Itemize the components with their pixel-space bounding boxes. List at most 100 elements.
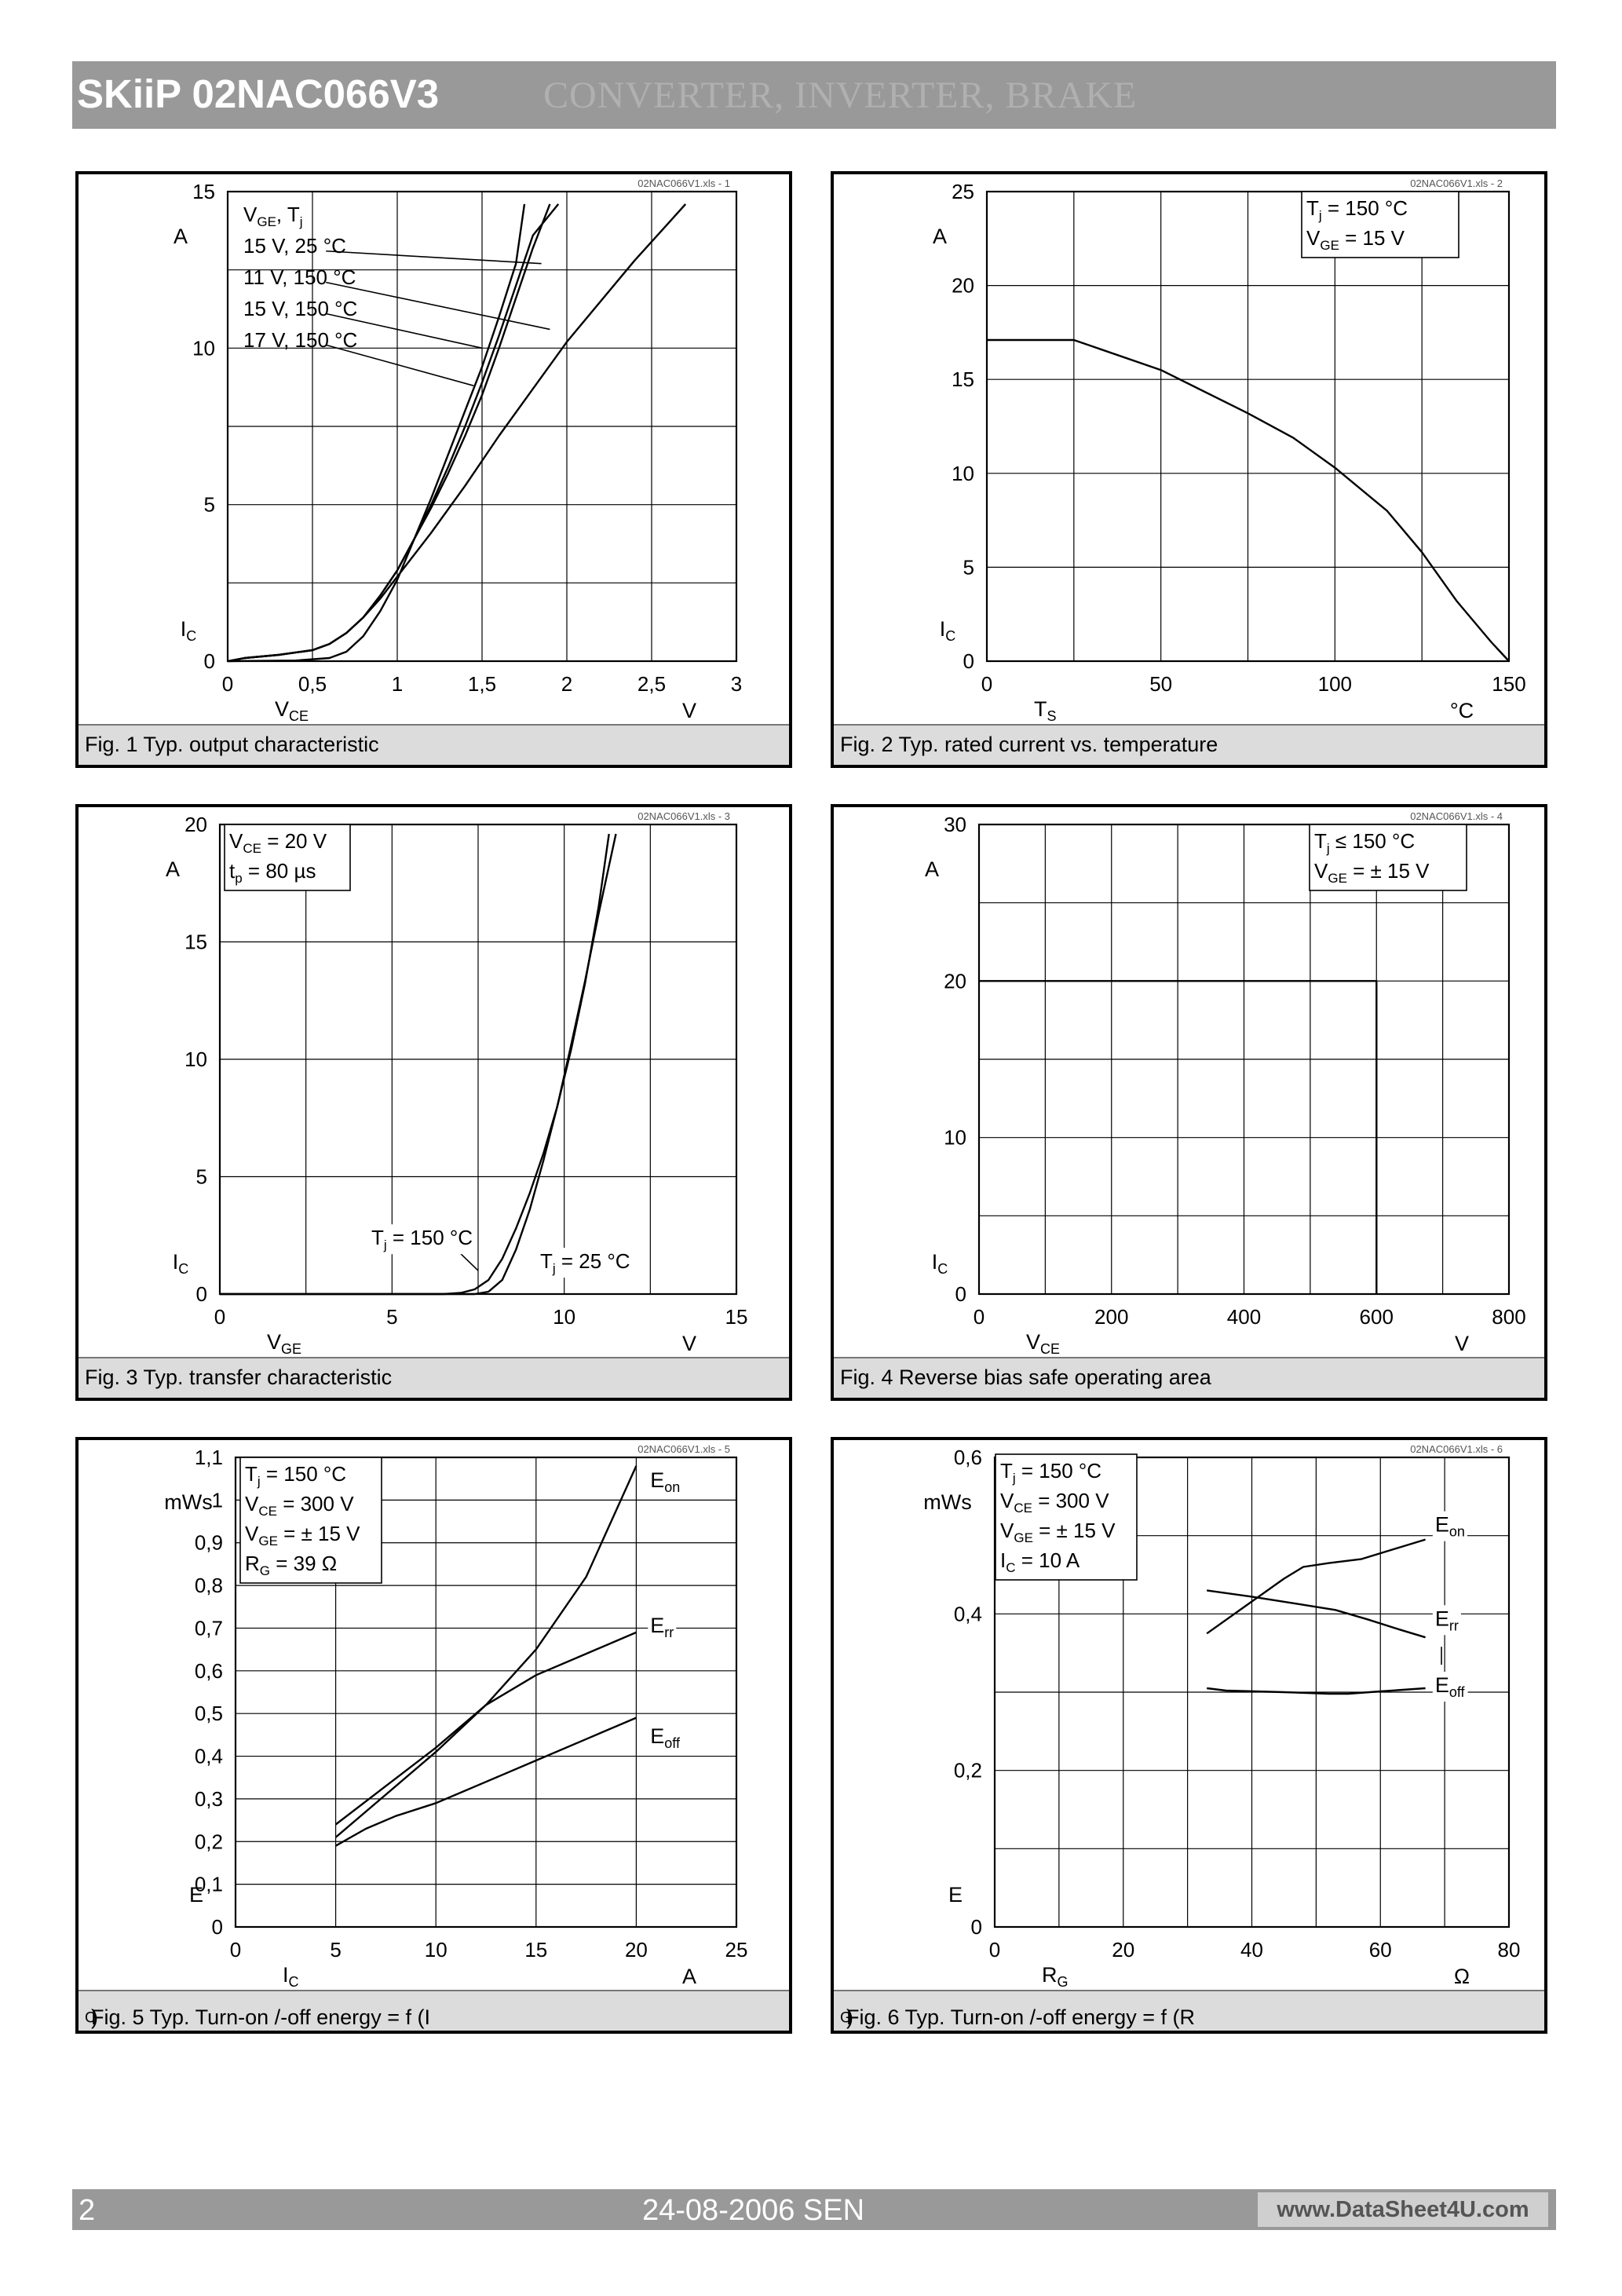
file-reference: 02NAC066V1.xls - 4: [1410, 810, 1503, 822]
x-tick-label: 0: [230, 1938, 241, 1961]
footer-bar: 2 24-08-2006 SEN www.DataSheet4U.com: [72, 2189, 1556, 2230]
y-tick-label: 20: [944, 969, 966, 993]
plot-frame: [977, 823, 1511, 1296]
legend-entry: RG = 39 Ω: [245, 1552, 337, 1578]
y-tick-label: 0: [963, 649, 974, 673]
x-tick-label: 10: [553, 1305, 575, 1329]
series-line-3: [1207, 1687, 1426, 1695]
y-tick-label: 10: [192, 336, 215, 360]
legend-entry: VGE = ± 15 V: [245, 1522, 360, 1548]
y-tick-label: 10: [952, 462, 974, 485]
x-axis-unit: V: [1455, 1332, 1469, 1355]
y-tick-label: 25: [952, 180, 974, 203]
figure-6-caption: Fig. 6 Typ. Turn-on /-off energy = f (R G…: [834, 1990, 1544, 2031]
x-tick-label: 0: [974, 1305, 985, 1329]
figure-5-panel: 02NAC066V1.xls - 5 0 5 10 15 20 25 0 0,1 0,2 0,3 0,…: [75, 1437, 792, 2034]
legend-entry: Tj = 150 °C: [1000, 1459, 1101, 1486]
x-tick-label: 2: [561, 672, 572, 696]
legend-entry: VGE, Tj: [243, 203, 303, 229]
footer-date: 24-08-2006 SEN: [642, 2194, 865, 2227]
y-axis-label: IC: [181, 617, 197, 644]
series-label-background: [1432, 1511, 1467, 1541]
plot-frame: [226, 190, 738, 663]
x-tick-label: 0: [214, 1305, 225, 1329]
legend-entry: IC = 10 A: [1000, 1548, 1080, 1575]
y-axis-unit: mWs: [164, 1490, 212, 1514]
legend-entry: 11 V, 150 °C: [243, 265, 356, 289]
x-tick-label: 5: [386, 1305, 397, 1329]
y-tick-label: 0: [212, 1915, 223, 1939]
figure-6-chart: 02NAC066V1.xls - 6 0 20 40 60 80 0 0,2 0,4 0,6 RG Ω…: [923, 1443, 1521, 1990]
file-reference: 02NAC066V1.xls - 1: [637, 177, 730, 189]
figure-1-caption-text: Fig. 1 Typ. output characteristic: [85, 733, 379, 756]
figure-4-chart: 02NAC066V1.xls - 4 0 200 400 600 800 0 10 20 30 VC…: [925, 810, 1526, 1357]
legend-entry: 17 V, 150 °C: [243, 328, 357, 352]
x-axis-unit: Ω: [1454, 1965, 1470, 1988]
legend-entry: VGE = ± 15 V: [1000, 1519, 1116, 1545]
y-tick-label: 0: [971, 1915, 982, 1939]
legend-entry: Tj = 150 °C: [1306, 196, 1408, 223]
page-title: SKiiP 02NAC066V3: [77, 71, 440, 116]
y-tick-label: 0,6: [954, 1446, 982, 1469]
figure-4-caption: Fig. 4 Reverse bias safe operating area: [834, 1357, 1544, 1398]
series-label-background: [1432, 1672, 1468, 1702]
series-label-background: [648, 1723, 683, 1753]
y-tick-label: 1: [212, 1488, 223, 1512]
y-axis-unit: A: [174, 225, 188, 248]
x-tick-label: 60: [1369, 1938, 1392, 1961]
y-tick-label: 0,3: [195, 1787, 223, 1811]
x-tick-label: 10: [425, 1938, 448, 1961]
header-ghost-text: CONVERTER, INVERTER, BRAKE: [543, 75, 1138, 116]
x-tick-label: 80: [1498, 1938, 1521, 1961]
series-label-background: [648, 1611, 677, 1642]
figure-1-panel: 02NAC066V1.xls - 1 0 0,5 1 1,5 2 2,5 3 0 5 10 15 VCE…: [75, 171, 792, 768]
y-tick-label: 0: [196, 1282, 207, 1306]
plot-frame: [985, 190, 1511, 663]
legend-entry: VCE = 20 V: [229, 829, 327, 856]
legend-entry: Tj ≤ 150 °C: [1314, 829, 1415, 856]
series-label: Eoff: [650, 1724, 681, 1751]
figure-2-caption: Fig. 2 Typ. rated current vs. temperatur…: [834, 724, 1544, 765]
x-tick-label: 1: [392, 672, 403, 696]
figure-5-caption-sub: C: [85, 2009, 96, 2027]
plot-frame: [234, 1456, 738, 1929]
annotation-background: [370, 1224, 475, 1255]
x-axis-label: VGE: [267, 1330, 301, 1357]
figure-5-caption-end: ): [91, 2005, 98, 2029]
y-axis-unit: A: [933, 225, 947, 248]
figure-5-caption-text: Fig. 5 Typ. Turn-on /-off energy = f (I C…: [85, 1998, 430, 2029]
y-tick-label: 10: [944, 1126, 966, 1150]
legend-box: [1309, 824, 1467, 891]
x-tick-label: 5: [330, 1938, 341, 1961]
annotation-background: [538, 1248, 632, 1278]
y-axis-label: IC: [173, 1250, 189, 1277]
series-line-4: [227, 203, 560, 663]
file-reference: 02NAC066V1.xls - 5: [637, 1443, 730, 1455]
figure-6-caption-main: Fig. 6 Typ. Turn-on /-off energy = f (R: [846, 2005, 1195, 2029]
series-line-1: [227, 203, 526, 663]
y-tick-label: 0,2: [195, 1830, 223, 1853]
legend-entry: tp = 80 µs: [229, 859, 316, 886]
y-tick-label: 15: [184, 930, 207, 954]
y-axis-unit: mWs: [923, 1490, 971, 1514]
leader-line: [326, 313, 483, 349]
x-axis-label: RG: [1042, 1963, 1069, 1990]
figure-3-panel: 02NAC066V1.xls - 3 0 5 10 15 0 5 10 15 20 VGE V IC A V…: [75, 804, 792, 1401]
footer-url-link[interactable]: www.DataSheet4U.com: [1258, 2192, 1548, 2227]
legend-entry: VGE = 15 V: [1306, 226, 1405, 253]
figure-3-chart: 02NAC066V1.xls - 3 0 5 10 15 0 5 10 15 20 VGE V IC A V…: [166, 810, 747, 1357]
header-bar: CONVERTER, INVERTER, BRAKE SKiiP 02NAC06…: [72, 61, 1556, 129]
curve-annotation: Tj = 150 °C: [371, 1226, 473, 1252]
y-tick-label: 15: [952, 367, 974, 391]
x-tick-label: 800: [1492, 1305, 1525, 1329]
series-label: Eon: [1435, 1513, 1465, 1540]
x-tick-label: 15: [524, 1938, 547, 1961]
x-tick-label: 400: [1227, 1305, 1261, 1329]
y-tick-label: 20: [952, 274, 974, 298]
y-tick-label: 0,6: [195, 1659, 223, 1683]
figure-4-panel: 02NAC066V1.xls - 4 0 200 400 600 800 0 10 20 30 VC…: [831, 804, 1547, 1401]
series-line-3: [335, 1717, 637, 1847]
y-tick-label: 30: [944, 813, 966, 836]
series-label: Eon: [650, 1468, 680, 1495]
page-number: 2: [79, 2194, 96, 2227]
